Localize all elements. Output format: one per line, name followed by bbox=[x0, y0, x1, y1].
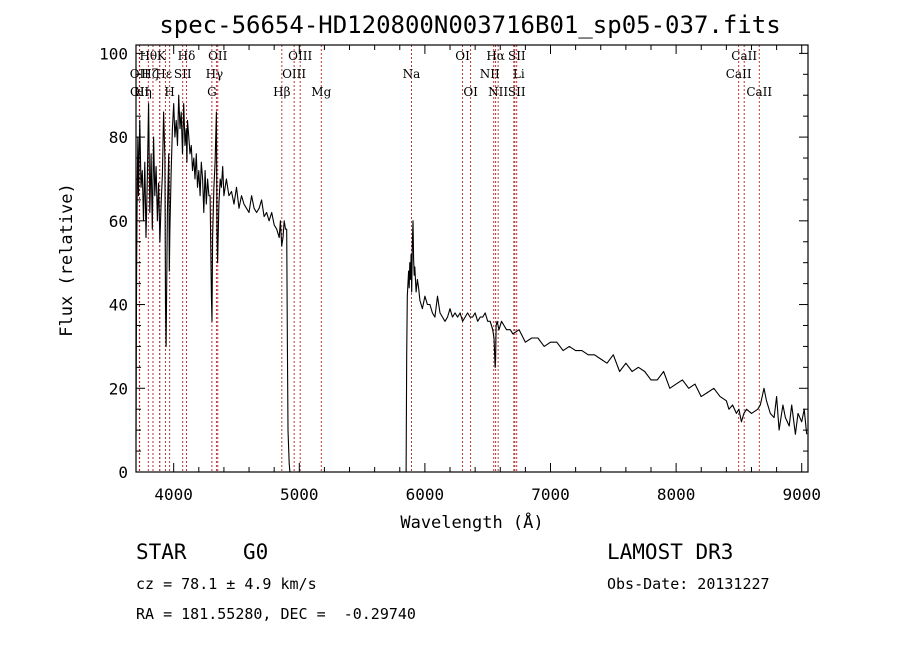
line-label-5: OI bbox=[455, 49, 470, 63]
line-label-19: Hη bbox=[134, 85, 152, 99]
x-tick-label: 5000 bbox=[280, 485, 319, 504]
flux-line-segment-1 bbox=[405, 220, 808, 473]
x-tick-label: 8000 bbox=[657, 485, 696, 504]
object-class: STAR bbox=[136, 540, 187, 564]
line-label-18: OII bbox=[130, 85, 150, 99]
y-tick-label: 20 bbox=[109, 379, 128, 398]
line-label-8: CaII bbox=[731, 49, 757, 63]
line-label-22: Hβ bbox=[273, 85, 290, 99]
line-label-11: SII bbox=[174, 67, 192, 81]
line-label-7: SII bbox=[508, 49, 526, 63]
x-tick-label: 9000 bbox=[782, 485, 821, 504]
line-label-2: Hδ bbox=[178, 49, 196, 63]
line-label-28: Hε bbox=[155, 67, 172, 81]
line-label-26: SII bbox=[508, 85, 526, 99]
line-label-1: K bbox=[157, 49, 167, 63]
y-tick-label: 60 bbox=[109, 212, 128, 231]
y-tick-label: 40 bbox=[109, 296, 128, 315]
line-label-10: Hζ bbox=[141, 67, 158, 81]
flux-line-segment-0 bbox=[135, 94, 291, 473]
line-label-14: Na bbox=[403, 67, 421, 81]
y-axis-label: Flux (relative) bbox=[57, 183, 77, 337]
x-axis-label: Wavelength (Å) bbox=[400, 511, 543, 533]
line-label-24: OI bbox=[463, 85, 478, 99]
x-axis-ticks: 4000 5000 6000 7000 8000 9000 bbox=[154, 45, 821, 504]
obs-date: Obs-Date: 20131227 bbox=[607, 575, 770, 593]
line-label-12: Hγ bbox=[206, 67, 224, 81]
flux-series bbox=[135, 94, 808, 473]
y-tick-label: 80 bbox=[109, 128, 128, 147]
line-label-17: CaII bbox=[726, 67, 752, 81]
redshift-readout: cz = 78.1 ± 4.9 km/s bbox=[136, 575, 317, 593]
line-label-13: OIII bbox=[282, 67, 306, 81]
plot-frame bbox=[135, 44, 809, 473]
line-label-16: Li bbox=[513, 67, 525, 81]
x-tick-label: 7000 bbox=[531, 485, 570, 504]
coordinates: RA = 181.55280, DEC = -0.29740 bbox=[136, 605, 416, 623]
line-label-25: NII bbox=[488, 85, 508, 99]
subclass: G0 bbox=[243, 540, 268, 564]
line-label-6: Hα bbox=[486, 49, 505, 63]
line-label-4: OIII bbox=[288, 49, 312, 63]
line-label-3: OII bbox=[208, 49, 228, 63]
x-tick-label: 6000 bbox=[406, 485, 445, 504]
y-tick-label: 0 bbox=[118, 463, 128, 482]
spectral-line-markers bbox=[138, 45, 760, 472]
line-label-15: NII bbox=[480, 67, 500, 81]
y-tick-label: 100 bbox=[99, 44, 128, 63]
x-tick-label: 4000 bbox=[154, 485, 193, 504]
survey-name: LAMOST DR3 bbox=[607, 540, 733, 564]
chart-title: spec-56654-HD120800N003716B01_sp05-037.f… bbox=[159, 11, 780, 39]
line-label-23: Mg bbox=[311, 85, 331, 99]
line-label-20: H bbox=[164, 85, 174, 99]
y-axis-ticks: 0 20 40 60 80 100 bbox=[99, 44, 808, 482]
line-label-21: G bbox=[207, 85, 217, 99]
line-label-0: Hθ bbox=[139, 49, 157, 63]
line-label-27: CaII bbox=[746, 85, 772, 99]
